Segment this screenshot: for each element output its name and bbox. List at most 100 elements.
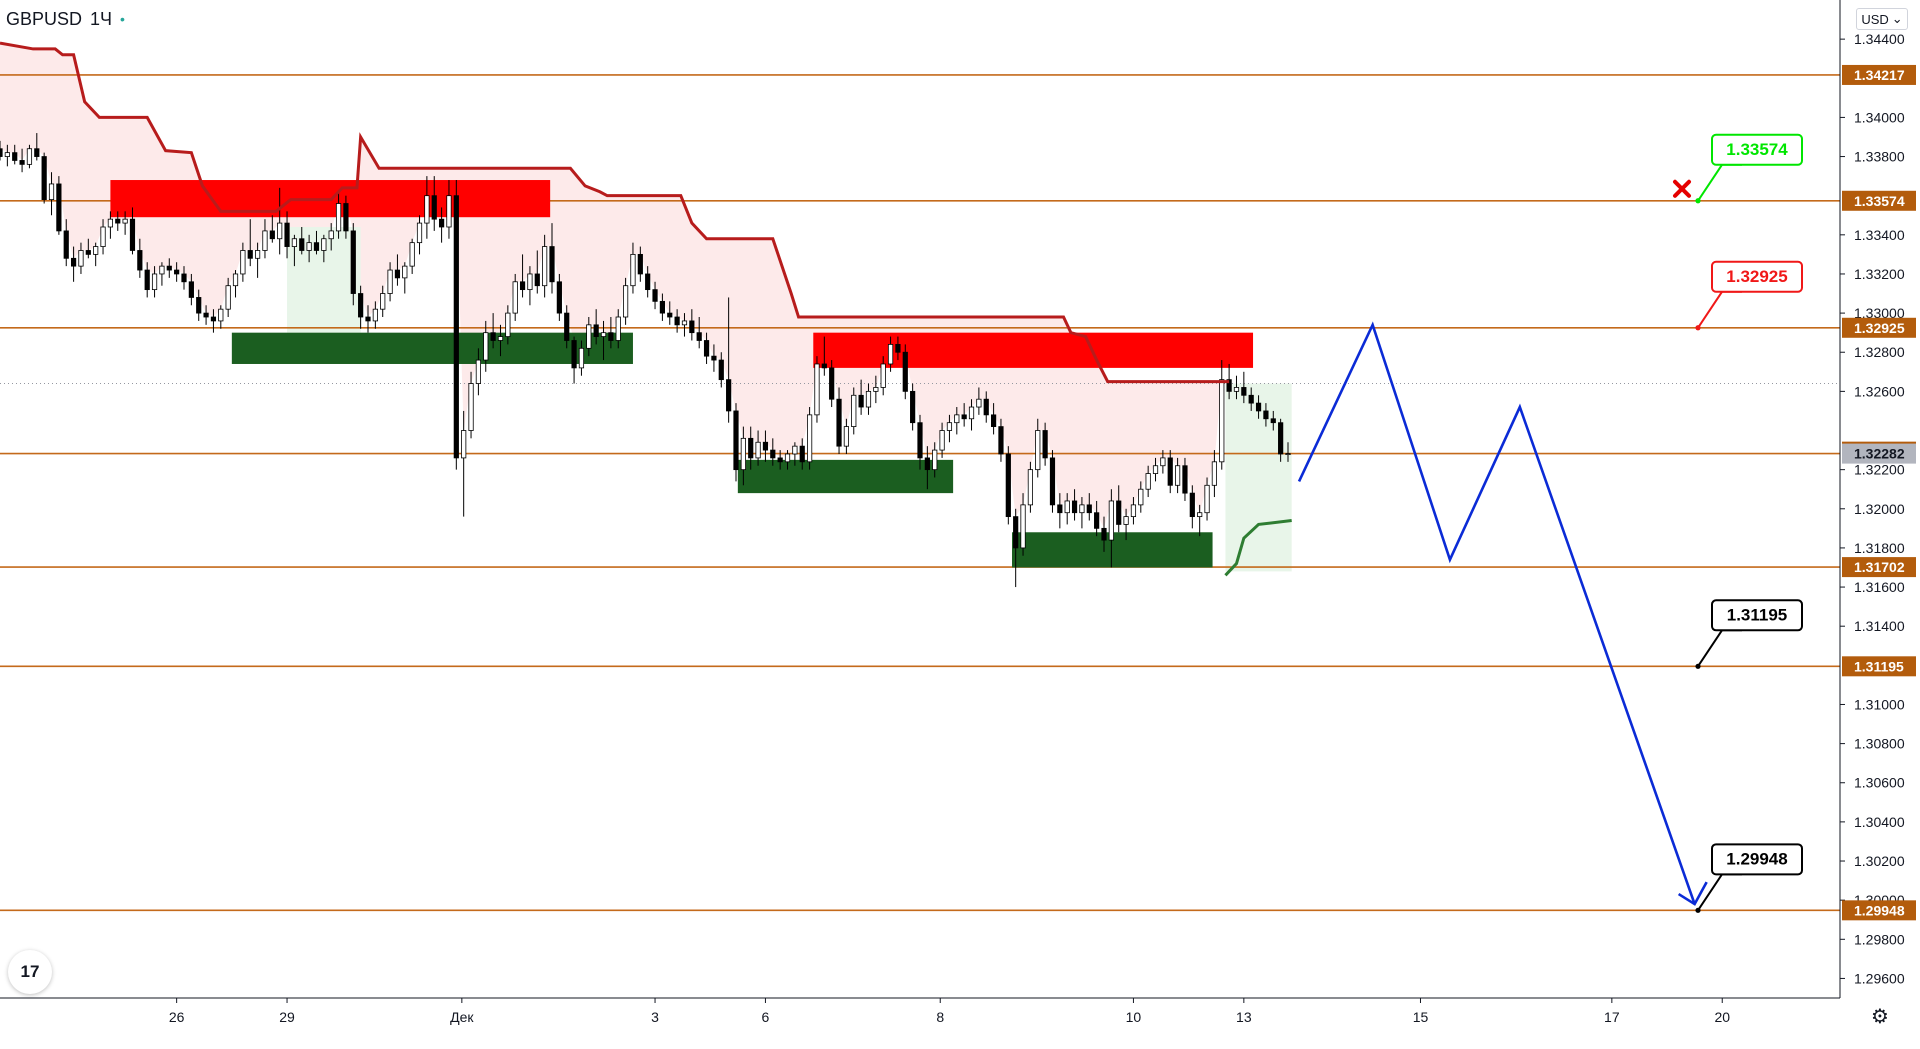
candle-body <box>976 398 982 408</box>
candle-body <box>1138 488 1144 506</box>
callout-box <box>1711 133 1803 166</box>
candle-body <box>689 320 695 334</box>
candle-body <box>983 398 989 416</box>
candle-body <box>527 273 533 291</box>
candle-body <box>1285 453 1291 456</box>
candle-body <box>34 148 40 157</box>
candle-body <box>799 445 805 463</box>
candle-body <box>262 230 268 251</box>
candle-body <box>1005 453 1011 518</box>
candle-body <box>475 359 482 384</box>
candle-body <box>490 332 496 341</box>
candle-body <box>71 257 77 267</box>
candle-body <box>107 218 113 228</box>
callout-box <box>1711 599 1803 632</box>
candle-body <box>645 273 651 291</box>
candle-body <box>542 246 548 287</box>
price-label-text: 1.29948 <box>1854 902 1905 918</box>
candle-body <box>1123 516 1129 525</box>
candle-body <box>372 308 378 322</box>
price-tick-label: 1.34000 <box>1854 109 1905 125</box>
projection-path <box>1297 321 1696 905</box>
candle-body <box>0 148 3 157</box>
price-label-text: 1.32925 <box>1854 320 1905 336</box>
callout-label: 1.33574 <box>1726 140 1788 159</box>
gear-icon[interactable]: ⚙ <box>1871 1005 1889 1028</box>
candle-body <box>1101 527 1107 541</box>
price-tick-label: 1.30200 <box>1854 853 1905 869</box>
candle-body <box>122 218 128 224</box>
candle-body <box>784 453 791 463</box>
candle-body <box>358 293 364 318</box>
candle-body <box>269 230 275 240</box>
price-tick-label: 1.31400 <box>1854 618 1905 634</box>
candle-body <box>681 320 688 326</box>
candle-body <box>63 230 69 259</box>
candle-body <box>321 238 327 251</box>
currency-button[interactable]: USD ⌄ <box>1856 8 1908 30</box>
candle-body <box>814 363 820 416</box>
candle-body <box>858 394 864 408</box>
candle-body <box>1182 465 1188 494</box>
tradingview-logo[interactable]: 17 <box>8 950 52 994</box>
candle-body <box>1226 379 1232 392</box>
price-tick-label: 1.31600 <box>1854 579 1905 595</box>
candle-body <box>78 250 84 267</box>
candle-body <box>623 285 629 318</box>
candle-body <box>335 203 342 232</box>
candle-body <box>1241 387 1247 396</box>
candle-body <box>924 457 930 471</box>
interval-label[interactable]: 1Ч <box>90 8 113 29</box>
candle-body <box>284 222 290 247</box>
candle-body <box>41 156 47 201</box>
candle-body <box>446 195 452 228</box>
candle-body <box>564 312 570 341</box>
projection-arrowhead <box>1677 881 1708 906</box>
candle-body <box>1167 457 1173 486</box>
candle-body <box>1248 394 1254 404</box>
price-tick-label: 1.30400 <box>1854 814 1905 830</box>
candle-body <box>873 387 879 392</box>
candle-body <box>549 246 555 283</box>
candle-body <box>159 265 165 275</box>
price-label-text: 1.32282 <box>1854 446 1905 462</box>
candle-body <box>461 430 467 459</box>
candle-body <box>998 426 1004 455</box>
symbol-header[interactable]: GBPUSD 1Ч • <box>6 8 125 30</box>
time-tick-label: 29 <box>279 1009 295 1025</box>
time-tick-label: 3 <box>651 1009 659 1025</box>
candle-body <box>880 363 886 388</box>
logo-text: 17 <box>20 962 40 981</box>
candle-body <box>1086 504 1092 514</box>
candle-body <box>483 332 489 361</box>
candle-body <box>313 242 320 251</box>
candle-body <box>174 269 180 275</box>
candle-body <box>402 265 408 279</box>
candle-body <box>1071 500 1078 514</box>
candle-body <box>416 222 423 244</box>
candle-body <box>637 253 643 275</box>
candle-body <box>225 285 231 310</box>
candle-body <box>19 160 25 165</box>
candle-body <box>1160 457 1166 467</box>
candle-body <box>100 226 106 247</box>
candle-body <box>299 238 305 251</box>
candle-body <box>328 230 334 240</box>
candle-body <box>917 422 923 459</box>
candle-body <box>578 347 585 369</box>
candle-body <box>48 183 55 201</box>
candle-body <box>1255 402 1262 412</box>
candle-body <box>843 426 850 447</box>
candle-body <box>1197 512 1203 518</box>
candle-body <box>608 332 614 341</box>
callout-label: 1.31195 <box>1727 605 1788 624</box>
price-label-text: 1.34217 <box>1854 67 1905 83</box>
candle-body <box>991 414 997 427</box>
candle-body <box>1027 469 1033 506</box>
close-icon <box>1673 179 1691 198</box>
candle-body <box>1079 504 1085 514</box>
candle-body <box>350 230 356 294</box>
chevron-down-icon: ⌄ <box>1891 11 1903 26</box>
